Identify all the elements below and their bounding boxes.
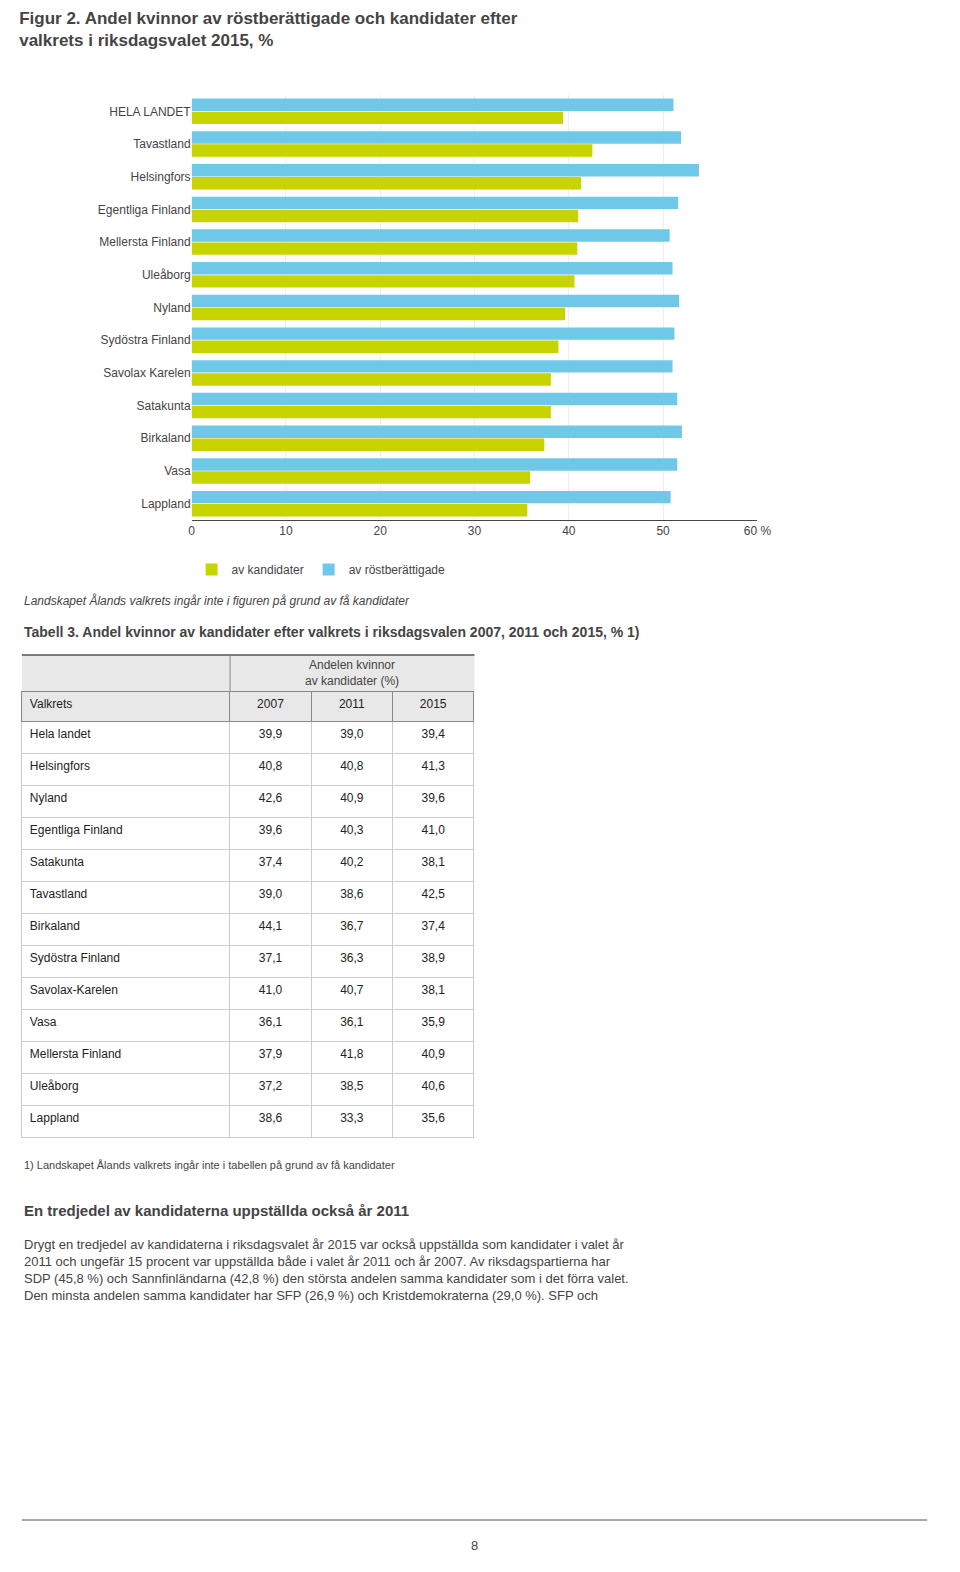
svg-text:Uleåborg: Uleåborg <box>142 268 191 282</box>
svg-text:Landskapet Ålands valkrets ing: Landskapet Ålands valkrets ingår inte i … <box>24 593 410 608</box>
svg-text:38,5: 38,5 <box>340 1079 364 1093</box>
svg-text:42,6: 42,6 <box>259 791 283 805</box>
svg-text:Birkaland: Birkaland <box>30 919 80 933</box>
svg-text:40,3: 40,3 <box>340 823 364 837</box>
svg-text:41,0: 41,0 <box>422 823 446 837</box>
svg-text:38,1: 38,1 <box>422 983 446 997</box>
svg-text:36,1: 36,1 <box>259 1015 283 1029</box>
svg-text:av kandidater: av kandidater <box>232 563 304 577</box>
svg-text:Mellersta Finland: Mellersta Finland <box>99 235 190 249</box>
svg-text:39,0: 39,0 <box>259 887 283 901</box>
svg-text:HELA LANDET: HELA LANDET <box>109 105 191 119</box>
svg-text:Nyland: Nyland <box>153 301 190 315</box>
svg-text:41,0: 41,0 <box>259 983 283 997</box>
svg-text:37,1: 37,1 <box>259 951 283 965</box>
svg-text:30: 30 <box>468 524 482 538</box>
svg-text:Helsingfors: Helsingfors <box>30 759 90 773</box>
svg-text:Lappland: Lappland <box>141 497 190 511</box>
svg-text:40,8: 40,8 <box>340 759 364 773</box>
svg-text:1) Landskapet Ålands valkrets: 1) Landskapet Ålands valkrets ingår inte… <box>24 1159 395 1171</box>
svg-text:2015: 2015 <box>420 697 447 711</box>
svg-text:40,2: 40,2 <box>340 855 364 869</box>
svg-text:40: 40 <box>562 524 576 538</box>
svg-text:av röstberättigade: av röstberättigade <box>349 563 445 577</box>
svg-text:50: 50 <box>656 524 670 538</box>
svg-text:37,2: 37,2 <box>259 1079 283 1093</box>
svg-text:Uleåborg: Uleåborg <box>30 1079 79 1093</box>
svg-text:40,9: 40,9 <box>422 1047 446 1061</box>
svg-text:2007: 2007 <box>257 697 284 711</box>
svg-text:Vasa: Vasa <box>30 1015 57 1029</box>
svg-text:35,9: 35,9 <box>422 1015 446 1029</box>
svg-text:38,1: 38,1 <box>422 855 446 869</box>
svg-text:37,9: 37,9 <box>259 1047 283 1061</box>
svg-text:39,6: 39,6 <box>259 823 283 837</box>
svg-text:39,9: 39,9 <box>259 727 283 741</box>
svg-text:35,6: 35,6 <box>422 1111 446 1125</box>
svg-text:40,8: 40,8 <box>259 759 283 773</box>
svg-text:Helsingfors: Helsingfors <box>131 170 191 184</box>
svg-text:37,4: 37,4 <box>259 855 283 869</box>
svg-text:36,7: 36,7 <box>340 919 364 933</box>
svg-text:Nyland: Nyland <box>30 791 67 805</box>
svg-text:8: 8 <box>471 1538 478 1553</box>
svg-text:Tavastland: Tavastland <box>133 137 190 151</box>
svg-text:En tredjedel av kandidaterna u: En tredjedel av kandidaterna uppställda … <box>24 1202 409 1219</box>
svg-text:Satakunta: Satakunta <box>30 855 84 869</box>
svg-text:Hela landet: Hela landet <box>30 727 91 741</box>
svg-text:41,8: 41,8 <box>340 1047 364 1061</box>
svg-text:36,1: 36,1 <box>340 1015 364 1029</box>
svg-text:42,5: 42,5 <box>422 887 446 901</box>
svg-text:0: 0 <box>188 524 195 538</box>
svg-text:Tavastland: Tavastland <box>30 887 87 901</box>
svg-text:38,9: 38,9 <box>422 951 446 965</box>
svg-text:60 %: 60 % <box>744 524 772 538</box>
svg-text:39,4: 39,4 <box>422 727 446 741</box>
svg-text:Lappland: Lappland <box>30 1111 79 1125</box>
svg-text:Mellersta Finland: Mellersta Finland <box>30 1047 121 1061</box>
svg-text:Andelen kvinnorav kandidater (: Andelen kvinnorav kandidater (%) <box>305 658 399 688</box>
svg-text:Figur 2. Andel kvinnor av röst: Figur 2. Andel kvinnor av röstberättigad… <box>19 9 518 50</box>
svg-text:Sydöstra Finland: Sydöstra Finland <box>30 951 120 965</box>
svg-text:38,6: 38,6 <box>340 887 364 901</box>
svg-text:Egentliga Finland: Egentliga Finland <box>98 203 191 217</box>
svg-text:33,3: 33,3 <box>340 1111 364 1125</box>
svg-text:44,1: 44,1 <box>259 919 283 933</box>
svg-text:40,9: 40,9 <box>340 791 364 805</box>
svg-text:40,7: 40,7 <box>340 983 364 997</box>
svg-text:2011: 2011 <box>339 697 365 711</box>
svg-text:41,3: 41,3 <box>422 759 446 773</box>
svg-text:36,3: 36,3 <box>340 951 364 965</box>
svg-text:Tabell 3. Andel kvinnor av kan: Tabell 3. Andel kvinnor av kandidater ef… <box>24 624 640 640</box>
svg-text:Savolax Karelen: Savolax Karelen <box>103 366 190 380</box>
svg-text:Savolax-Karelen: Savolax-Karelen <box>30 983 118 997</box>
svg-text:Sydöstra Finland: Sydöstra Finland <box>101 333 191 347</box>
svg-text:Satakunta: Satakunta <box>137 399 191 413</box>
svg-text:Valkrets: Valkrets <box>30 697 72 711</box>
svg-text:Drygt en tredjedel av kandidat: Drygt en tredjedel av kandidaterna i rik… <box>24 1237 629 1303</box>
svg-text:39,6: 39,6 <box>422 791 446 805</box>
svg-text:Birkaland: Birkaland <box>141 431 191 445</box>
svg-text:38,6: 38,6 <box>259 1111 283 1125</box>
svg-text:20: 20 <box>374 524 388 538</box>
svg-text:Vasa: Vasa <box>164 464 191 478</box>
svg-text:10: 10 <box>279 524 293 538</box>
svg-text:40,6: 40,6 <box>422 1079 446 1093</box>
svg-text:Egentliga Finland: Egentliga Finland <box>30 823 123 837</box>
svg-text:37,4: 37,4 <box>422 919 446 933</box>
svg-text:39,0: 39,0 <box>340 727 364 741</box>
